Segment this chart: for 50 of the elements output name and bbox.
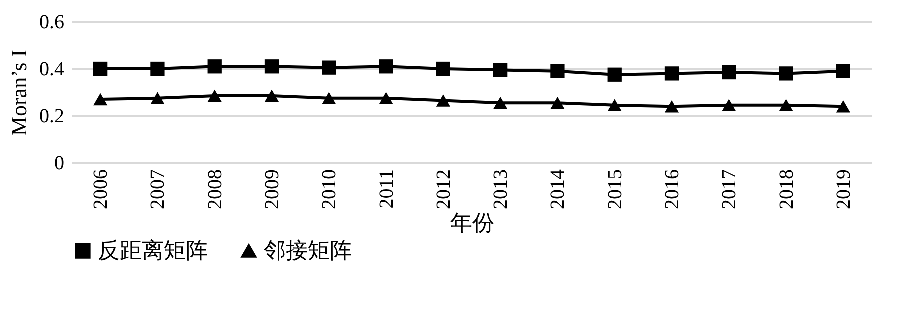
point	[722, 99, 736, 112]
point	[608, 99, 622, 112]
point	[150, 62, 165, 76]
x-tick-label: 2012	[432, 170, 455, 210]
x-tick-label: 2016	[662, 170, 684, 210]
x-tick-label: 2017	[718, 170, 741, 210]
x-tick-label: 2019	[832, 170, 855, 210]
point	[608, 68, 622, 82]
x-tick-label: 2010	[318, 170, 341, 210]
point	[379, 92, 394, 104]
y-tick-label: 0.2	[40, 106, 64, 128]
point	[208, 90, 222, 102]
point	[208, 60, 222, 74]
point	[664, 66, 680, 81]
point	[664, 100, 680, 113]
y-tick-label: 0.6	[40, 12, 64, 34]
x-tick-label: 2011	[376, 170, 398, 209]
x-tick-label: 2013	[490, 170, 512, 210]
x-tick-label: 2007	[147, 170, 170, 210]
x-tick-label: 2015	[604, 170, 626, 210]
x-tick-label: 2008	[204, 170, 226, 210]
y-tick-label: 0.4	[40, 58, 64, 80]
point	[94, 93, 108, 106]
point	[779, 66, 794, 81]
x-tick-label: 2018	[776, 170, 798, 210]
point	[836, 100, 850, 113]
point	[550, 64, 565, 78]
point	[94, 62, 108, 76]
point	[150, 92, 165, 104]
x-tick-label: 2009	[262, 170, 284, 210]
legend-label: 邻接矩阵	[264, 238, 352, 263]
point	[322, 60, 336, 75]
x-axis-title: 年份	[450, 210, 494, 236]
legend-label: 反距离矩阵	[98, 238, 208, 263]
point	[494, 63, 508, 78]
point	[264, 90, 280, 102]
x-tick-label: 2014	[547, 170, 570, 210]
y-tick-label: 0	[54, 152, 64, 174]
point	[836, 64, 850, 78]
point	[722, 65, 736, 80]
point	[322, 92, 336, 104]
point	[436, 62, 450, 76]
y-axis-title: Moran’s I	[6, 50, 32, 136]
point	[494, 96, 508, 110]
point	[550, 96, 565, 110]
point	[779, 99, 794, 112]
point	[436, 94, 450, 107]
point	[264, 60, 280, 74]
x-tick-label: 2006	[90, 170, 112, 210]
point	[379, 60, 394, 74]
